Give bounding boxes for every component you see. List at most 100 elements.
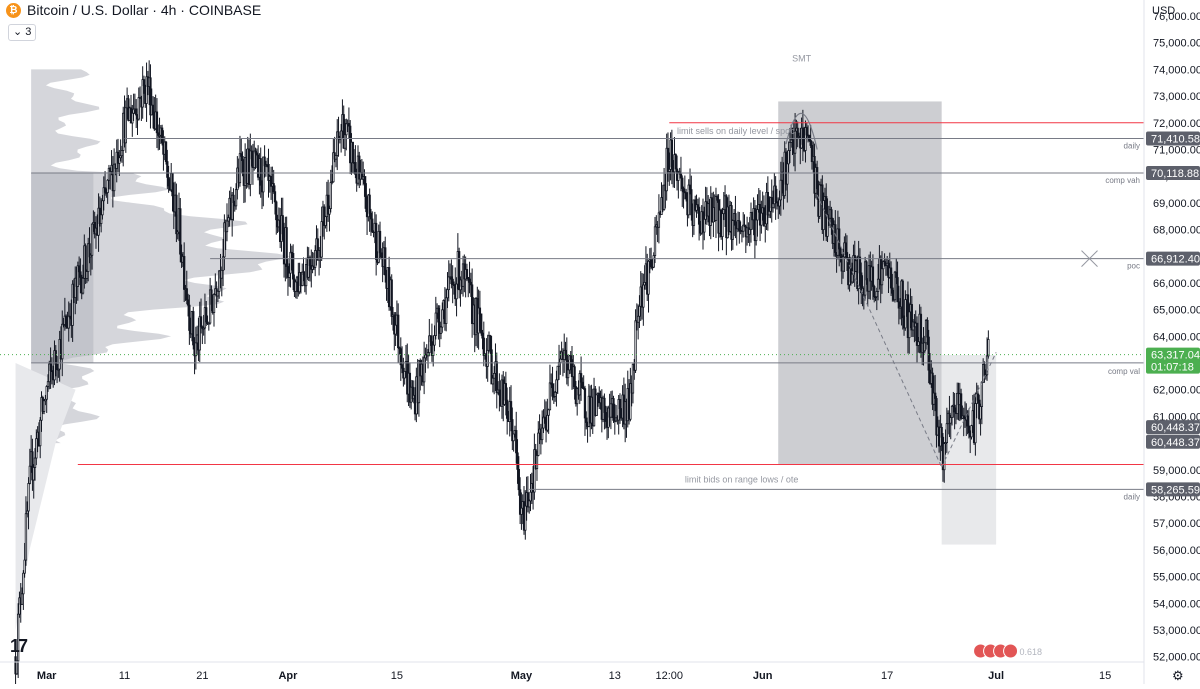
candle — [934, 392, 937, 399]
candle — [682, 188, 685, 193]
candle — [71, 283, 74, 326]
us-flag-icon[interactable] — [1003, 643, 1019, 659]
candle — [446, 289, 449, 299]
candle — [897, 301, 901, 309]
candle — [212, 294, 216, 313]
candle — [564, 349, 567, 356]
candle — [175, 194, 178, 235]
candle — [15, 660, 19, 675]
candle — [547, 409, 550, 416]
candle — [505, 399, 509, 419]
y-tick-label: 69,000.00 — [1153, 198, 1200, 210]
x-tick-label: 15 — [1099, 670, 1111, 682]
candle — [551, 383, 554, 397]
candle — [743, 224, 746, 228]
candle — [397, 314, 400, 349]
candle — [775, 201, 779, 204]
candle — [566, 369, 570, 379]
candle — [255, 152, 258, 156]
candle — [788, 141, 792, 151]
candle — [917, 341, 920, 346]
x-tick-label: Jun — [753, 670, 773, 682]
candle — [565, 354, 568, 379]
candle — [27, 483, 30, 512]
currency-label[interactable]: USD — [1152, 5, 1176, 17]
candle — [643, 281, 646, 286]
candle — [339, 130, 343, 139]
candle — [604, 412, 607, 422]
settings-gear-icon[interactable]: ⚙ — [1172, 668, 1184, 683]
candle — [760, 212, 763, 226]
zone-box — [941, 355, 997, 545]
candle — [607, 407, 610, 428]
candle — [45, 386, 48, 400]
smt-arc — [785, 112, 818, 150]
candle — [838, 228, 841, 250]
candle — [786, 163, 789, 185]
candle — [26, 510, 29, 515]
tradingview-logo-icon[interactable]: 17 — [10, 636, 28, 656]
candle — [876, 278, 880, 292]
candle — [267, 163, 270, 181]
x-tick-label: 12:00 — [656, 670, 684, 682]
candle — [329, 182, 332, 209]
candle — [132, 108, 135, 114]
candle — [742, 224, 745, 232]
volume-profile — [31, 69, 291, 444]
candle — [411, 386, 414, 400]
limit-bids-label: limit bids on range lows / ote — [685, 474, 799, 484]
candle — [39, 419, 42, 447]
candle — [22, 572, 25, 595]
candle — [28, 465, 31, 484]
candle — [320, 221, 323, 258]
candle — [424, 354, 427, 359]
candle — [762, 207, 766, 227]
candle — [44, 398, 47, 402]
candle — [294, 281, 297, 292]
candle — [112, 163, 116, 192]
candle — [145, 76, 148, 104]
y-tick-label: 75,000.00 — [1153, 38, 1200, 50]
y-tick-label: 74,000.00 — [1153, 64, 1200, 76]
countdown-tag-bg — [1146, 359, 1200, 374]
candle — [768, 210, 771, 216]
candle — [207, 322, 210, 325]
candle — [87, 243, 90, 272]
candle — [873, 286, 876, 298]
candle — [636, 315, 640, 323]
candle — [541, 427, 544, 441]
candle — [336, 131, 339, 156]
candle — [935, 398, 938, 436]
candle — [845, 252, 849, 259]
candle — [354, 162, 357, 175]
candle — [612, 398, 615, 421]
candle — [301, 271, 304, 286]
candle — [908, 311, 911, 339]
candle — [533, 449, 536, 493]
candle — [950, 405, 954, 418]
candle — [731, 220, 734, 240]
candle — [249, 150, 252, 185]
candle — [149, 77, 152, 116]
candle — [841, 256, 845, 272]
indicators-toggle[interactable]: ⌄ 3 — [8, 24, 37, 41]
candle — [865, 261, 868, 281]
candle — [830, 209, 833, 219]
cross-marker — [1081, 250, 1098, 267]
smt-label: SMT — [792, 53, 812, 63]
candle — [883, 261, 886, 265]
candle — [809, 140, 812, 146]
candle — [871, 266, 875, 287]
candle — [834, 224, 837, 253]
candle — [518, 489, 522, 515]
candle — [524, 505, 527, 531]
symbol-title[interactable]: Bitcoin / U.S. Dollar · 4h · COINBASE — [27, 2, 262, 18]
candle — [167, 176, 170, 187]
symbol-header[interactable]: ₿ Bitcoin / U.S. Dollar · 4h · COINBASE — [6, 2, 261, 18]
candle — [766, 191, 770, 216]
candle — [677, 171, 680, 181]
y-tick-label: 76,000.00 — [1153, 11, 1200, 23]
candle — [642, 284, 645, 308]
